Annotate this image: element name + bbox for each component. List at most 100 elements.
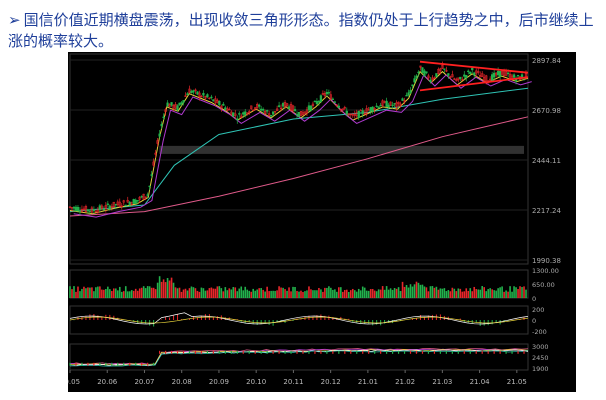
volume-bar xyxy=(475,289,478,298)
candle-body xyxy=(244,111,247,115)
volume-bar xyxy=(278,286,280,298)
index-candle xyxy=(362,350,364,354)
candle-body xyxy=(124,204,127,207)
x-tick-label: 20.10 xyxy=(246,378,266,386)
index-candle xyxy=(403,350,406,354)
x-tick-label: 21.02 xyxy=(395,378,415,386)
candle-body xyxy=(293,109,297,112)
candle-body xyxy=(307,105,311,111)
volume-bar xyxy=(445,291,448,298)
candle-body xyxy=(146,194,149,196)
candle-body xyxy=(156,140,159,144)
volume-bar xyxy=(158,276,161,298)
volume-bar xyxy=(194,288,197,298)
volume-bar xyxy=(359,290,362,298)
candle-body xyxy=(516,74,520,77)
candle-body xyxy=(144,196,147,198)
candle-body xyxy=(491,74,494,81)
candle-body xyxy=(242,112,245,115)
index-candle xyxy=(326,350,328,354)
candle-body xyxy=(323,92,327,96)
volume-bar xyxy=(99,286,101,298)
candle-body xyxy=(337,105,340,108)
volume-bar xyxy=(525,289,527,298)
volume-bar xyxy=(423,286,426,298)
candle-body xyxy=(267,113,271,117)
candle-body xyxy=(463,74,466,77)
x-tick-label: 20.09 xyxy=(209,378,229,386)
volume-bar xyxy=(220,288,223,298)
volume-bar xyxy=(324,287,326,298)
candle-body xyxy=(419,65,422,68)
volume-bar xyxy=(477,289,480,298)
volume-bar xyxy=(523,286,525,298)
volume-bar xyxy=(260,288,262,298)
volume-bar xyxy=(262,289,264,298)
candle-body xyxy=(317,100,321,103)
candle-body xyxy=(399,103,402,107)
index-candle xyxy=(147,362,149,366)
volume-bar xyxy=(511,291,513,298)
macd-y-tick-label: 0 xyxy=(532,317,536,325)
index-candle xyxy=(296,350,298,354)
volume-bar xyxy=(497,288,499,298)
volume-bar xyxy=(330,287,332,298)
volume-bar xyxy=(431,286,434,298)
ma-mid-line xyxy=(69,87,529,213)
volume-bar xyxy=(244,286,247,298)
volume-bar xyxy=(280,287,282,298)
candle-body xyxy=(319,95,323,103)
volume-bar xyxy=(105,288,107,298)
candle-body xyxy=(76,206,80,211)
volume-bar xyxy=(282,287,284,298)
index-candle xyxy=(188,350,191,354)
volume-bar xyxy=(168,280,171,298)
index-candle xyxy=(266,350,268,354)
volume-bar xyxy=(77,286,79,298)
candle-body xyxy=(496,70,500,76)
candle-body xyxy=(295,113,299,116)
candle-body xyxy=(252,109,255,111)
candle-body xyxy=(329,94,333,100)
candle-body xyxy=(395,102,398,108)
index-candle xyxy=(170,350,173,354)
index-candle xyxy=(278,350,280,354)
volume-bar xyxy=(463,291,466,298)
volume-bar xyxy=(182,289,185,298)
candle-body xyxy=(427,75,430,79)
index-y-tick-label: 3000 xyxy=(532,343,549,351)
y-tick-label: 2897.84 xyxy=(532,57,561,65)
volume-bar xyxy=(93,291,95,298)
x-tick-label: 21.05 xyxy=(507,378,527,386)
volume-bar xyxy=(294,286,296,298)
index-candle xyxy=(332,350,334,354)
volume-bar xyxy=(252,288,254,298)
candle-body xyxy=(387,104,390,108)
volume-bar xyxy=(128,291,131,298)
index-candle xyxy=(356,350,358,354)
candle-body xyxy=(240,115,243,119)
volume-bar xyxy=(318,287,320,298)
x-tick-label: 20.05 xyxy=(68,378,80,386)
volume-bar xyxy=(292,286,294,298)
volume-bar xyxy=(391,289,394,298)
candle-body xyxy=(250,105,253,109)
x-tick-label: 20.11 xyxy=(283,378,303,386)
candle-body xyxy=(275,108,279,111)
index-candle xyxy=(338,350,340,354)
volume-bar xyxy=(154,289,157,298)
index-line xyxy=(70,350,529,367)
volume-bar xyxy=(274,290,276,298)
volume-bar xyxy=(417,282,420,298)
index-candle xyxy=(493,350,495,354)
candle-body xyxy=(447,73,450,76)
candle-body xyxy=(148,185,151,188)
volume-bar xyxy=(513,286,515,298)
volume-bar xyxy=(336,291,338,298)
volume-y-tick-label: 650.00 xyxy=(532,281,555,289)
volume-bar xyxy=(419,284,422,298)
volume-bar xyxy=(234,287,237,298)
candle-body xyxy=(106,203,109,205)
volume-bar xyxy=(236,291,239,298)
volume-bar xyxy=(97,286,99,298)
